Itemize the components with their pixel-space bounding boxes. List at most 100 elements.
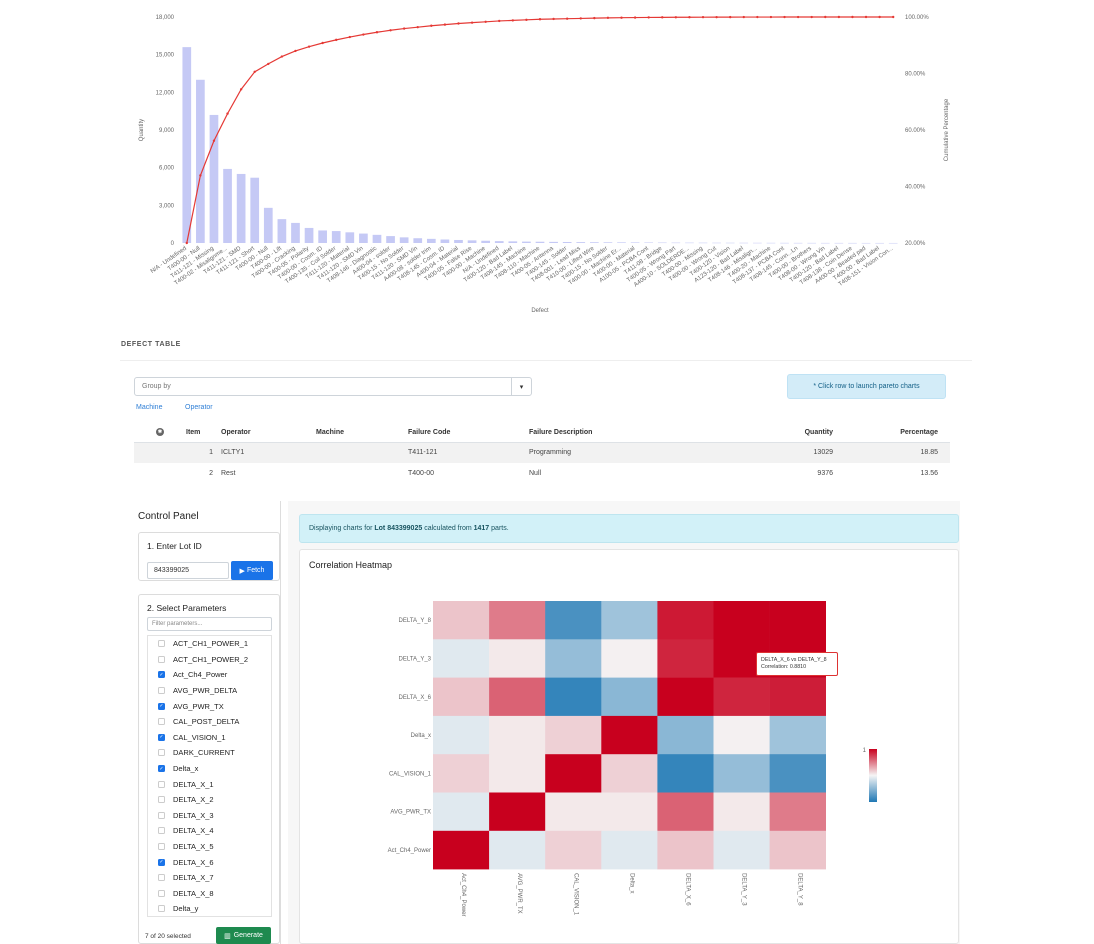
parameter-item[interactable]: CAL_POST_DELTA <box>148 714 271 730</box>
parameter-item[interactable]: ✓ AVG_PWR_TX <box>148 698 271 714</box>
pareto-bar[interactable] <box>712 242 721 244</box>
pareto-bar[interactable] <box>236 173 246 243</box>
pareto-bar[interactable] <box>345 232 355 243</box>
pareto-bar[interactable] <box>304 227 314 243</box>
pareto-bar[interactable] <box>888 242 898 244</box>
chevron-down-icon[interactable]: ▾ <box>511 378 531 395</box>
cumulative-point[interactable] <box>348 35 352 39</box>
parameter-list[interactable]: ACT_CH1_POWER_1 ACT_CH1_POWER_2 ✓ Act_Ch4_P… <box>147 635 272 917</box>
pareto-bar[interactable] <box>331 231 341 243</box>
cumulative-point[interactable] <box>402 27 406 30</box>
cumulative-point[interactable] <box>307 45 311 48</box>
pareto-bar[interactable] <box>454 239 463 243</box>
cumulative-point[interactable] <box>593 16 596 20</box>
cumulative-point[interactable] <box>294 49 297 53</box>
cumulative-point[interactable] <box>389 29 392 32</box>
parameter-item[interactable]: DARK_CURRENT <box>148 745 271 761</box>
pareto-bar[interactable] <box>359 233 368 243</box>
cumulative-point[interactable] <box>878 15 881 19</box>
parameter-checkbox[interactable] <box>158 811 165 819</box>
pareto-bar[interactable] <box>440 239 450 243</box>
header-operator[interactable]: Operator <box>221 423 316 443</box>
pareto-bar[interactable] <box>413 238 423 243</box>
cumulative-point[interactable] <box>443 23 447 26</box>
parameter-item[interactable]: DELTA_X_5 <box>148 839 271 855</box>
cumulative-point[interactable] <box>756 15 759 19</box>
fetch-button[interactable]: ▶ Fetch <box>231 561 273 580</box>
header-percentage[interactable]: Percentage <box>845 423 950 443</box>
pareto-bar[interactable] <box>576 242 586 243</box>
parameter-checkbox[interactable] <box>158 843 165 851</box>
cumulative-point[interactable] <box>525 18 528 22</box>
cumulative-point[interactable] <box>498 19 501 23</box>
parameter-checkbox[interactable]: ✓ <box>158 858 165 866</box>
cumulative-point[interactable] <box>742 15 745 19</box>
parameter-item[interactable]: DELTA_X_2 <box>148 792 271 808</box>
pareto-bar[interactable] <box>426 238 436 243</box>
pareto-bar[interactable] <box>834 242 844 244</box>
pareto-bar[interactable] <box>820 242 830 244</box>
filter-parameters-input[interactable]: Filter parameters... <box>147 617 272 631</box>
parameter-checkbox[interactable] <box>158 749 165 757</box>
parameter-checkbox[interactable] <box>158 905 165 913</box>
cumulative-point[interactable] <box>647 16 650 19</box>
cumulative-point[interactable] <box>769 15 773 19</box>
groupby-chip-operator[interactable]: Operator <box>185 404 213 411</box>
pareto-bar[interactable] <box>182 47 192 244</box>
parameter-item[interactable]: DELTA_X_4 <box>148 823 271 839</box>
pareto-bar[interactable] <box>780 242 789 244</box>
pareto-bar[interactable] <box>522 241 531 243</box>
cumulative-point[interactable] <box>851 15 854 19</box>
group-by-select[interactable]: Group by ▾ <box>134 377 532 396</box>
parameter-item[interactable]: Delta_y <box>148 901 271 916</box>
cumulative-point[interactable] <box>226 112 229 115</box>
header-failure-description[interactable]: Failure Description <box>529 423 729 443</box>
cumulative-point[interactable] <box>783 15 786 19</box>
cumulative-point[interactable] <box>239 88 243 91</box>
cumulative-point[interactable] <box>864 15 868 19</box>
pareto-bar[interactable] <box>209 114 219 243</box>
parameter-checkbox[interactable] <box>158 796 165 804</box>
cumulative-point[interactable] <box>892 15 895 19</box>
pareto-bar[interactable] <box>725 242 735 244</box>
cumulative-point[interactable] <box>796 15 800 19</box>
pareto-bar[interactable] <box>685 242 694 244</box>
pareto-bar[interactable] <box>481 240 491 243</box>
cumulative-point[interactable] <box>484 20 487 24</box>
cumulative-point[interactable] <box>375 31 379 34</box>
generate-button[interactable]: ▥ Generate <box>216 927 271 944</box>
parameter-item[interactable]: DELTA_X_3 <box>148 808 271 824</box>
parameter-item[interactable]: DELTA_X_8 <box>148 886 271 902</box>
cumulative-point[interactable] <box>362 33 365 36</box>
cumulative-point[interactable] <box>253 70 256 74</box>
parameter-checkbox[interactable]: ✓ <box>158 671 165 679</box>
pareto-bar[interactable] <box>698 242 708 244</box>
pareto-bar[interactable] <box>657 242 667 244</box>
parameter-item[interactable]: DELTA_X_7 <box>148 870 271 886</box>
cumulative-point[interactable] <box>430 24 433 27</box>
cumulative-point[interactable] <box>824 15 827 19</box>
header-machine[interactable]: Machine <box>316 423 408 443</box>
parameter-checkbox[interactable] <box>158 640 165 648</box>
parameter-item[interactable]: ✓ DELTA_X_6 <box>148 854 271 870</box>
table-row[interactable]: 1 ICLTY1 T411-121 Programming 13029 18.8… <box>134 442 950 463</box>
pareto-bar[interactable] <box>318 230 327 243</box>
cumulative-point[interactable] <box>633 16 637 19</box>
pareto-bar[interactable] <box>467 240 477 243</box>
cumulative-point[interactable] <box>416 25 419 29</box>
parameter-checkbox[interactable] <box>158 889 165 897</box>
cumulative-point[interactable] <box>620 16 623 19</box>
parameter-checkbox[interactable] <box>158 687 165 695</box>
cumulative-point[interactable] <box>321 41 324 45</box>
cumulative-point[interactable] <box>212 139 216 142</box>
gear-icon[interactable]: ✱ <box>156 428 164 437</box>
pareto-bar[interactable] <box>875 242 884 244</box>
pareto-bar[interactable] <box>861 242 871 244</box>
pareto-bar[interactable] <box>291 222 300 243</box>
parameter-checkbox[interactable] <box>158 655 165 663</box>
cumulative-point[interactable] <box>579 17 582 20</box>
pareto-bar[interactable] <box>617 242 626 243</box>
pareto-bar[interactable] <box>562 241 572 243</box>
pareto-bar[interactable] <box>807 242 817 244</box>
cumulative-point[interactable] <box>552 17 555 21</box>
